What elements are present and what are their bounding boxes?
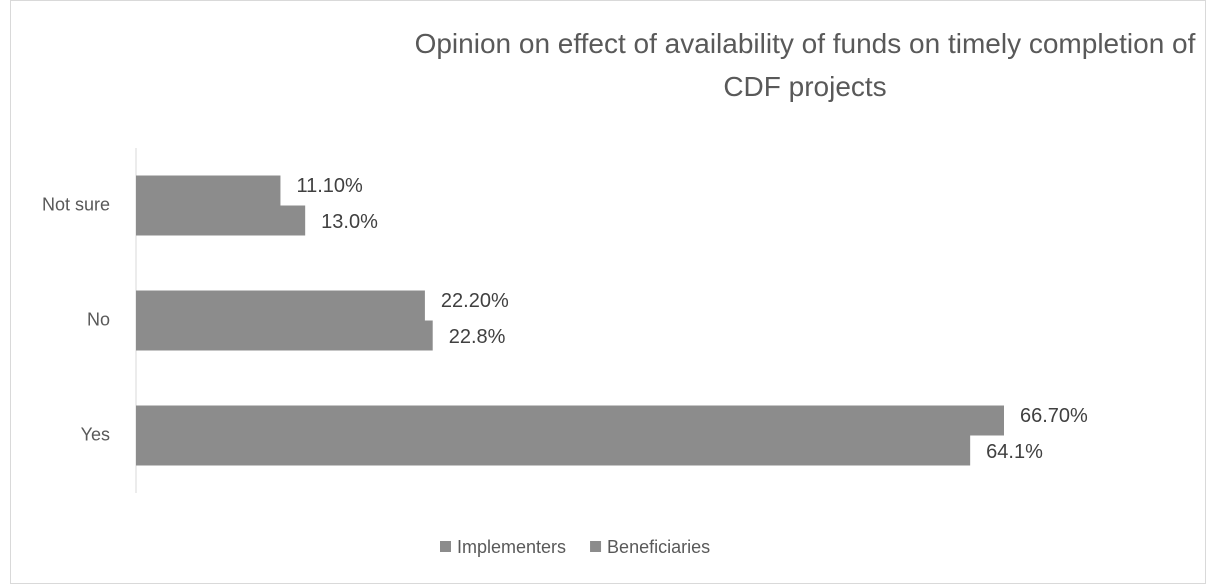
legend-label: Implementers: [457, 537, 566, 557]
y-tick-label: No: [87, 309, 110, 329]
data-label: 22.8%: [449, 326, 506, 348]
bar: [136, 320, 433, 351]
data-label: 64.1%: [986, 441, 1043, 463]
data-label: 11.10%: [296, 175, 363, 197]
y-tick-label: Yes: [81, 424, 110, 444]
bar: [136, 290, 425, 321]
bar: [136, 175, 281, 206]
legend-swatch: [440, 541, 451, 552]
legend-swatch: [590, 541, 602, 552]
bar: [136, 405, 1004, 436]
legend-label: Beneficiaries: [607, 537, 710, 557]
chart-title: Opinion on effect of availability of fun…: [414, 28, 1196, 102]
data-label: 13.0%: [321, 211, 378, 233]
data-label: 66.70%: [1020, 405, 1088, 427]
bar: [136, 435, 971, 466]
data-label: 22.20%: [441, 290, 509, 312]
bar: [136, 205, 306, 236]
y-tick-label: Not sure: [42, 194, 110, 214]
